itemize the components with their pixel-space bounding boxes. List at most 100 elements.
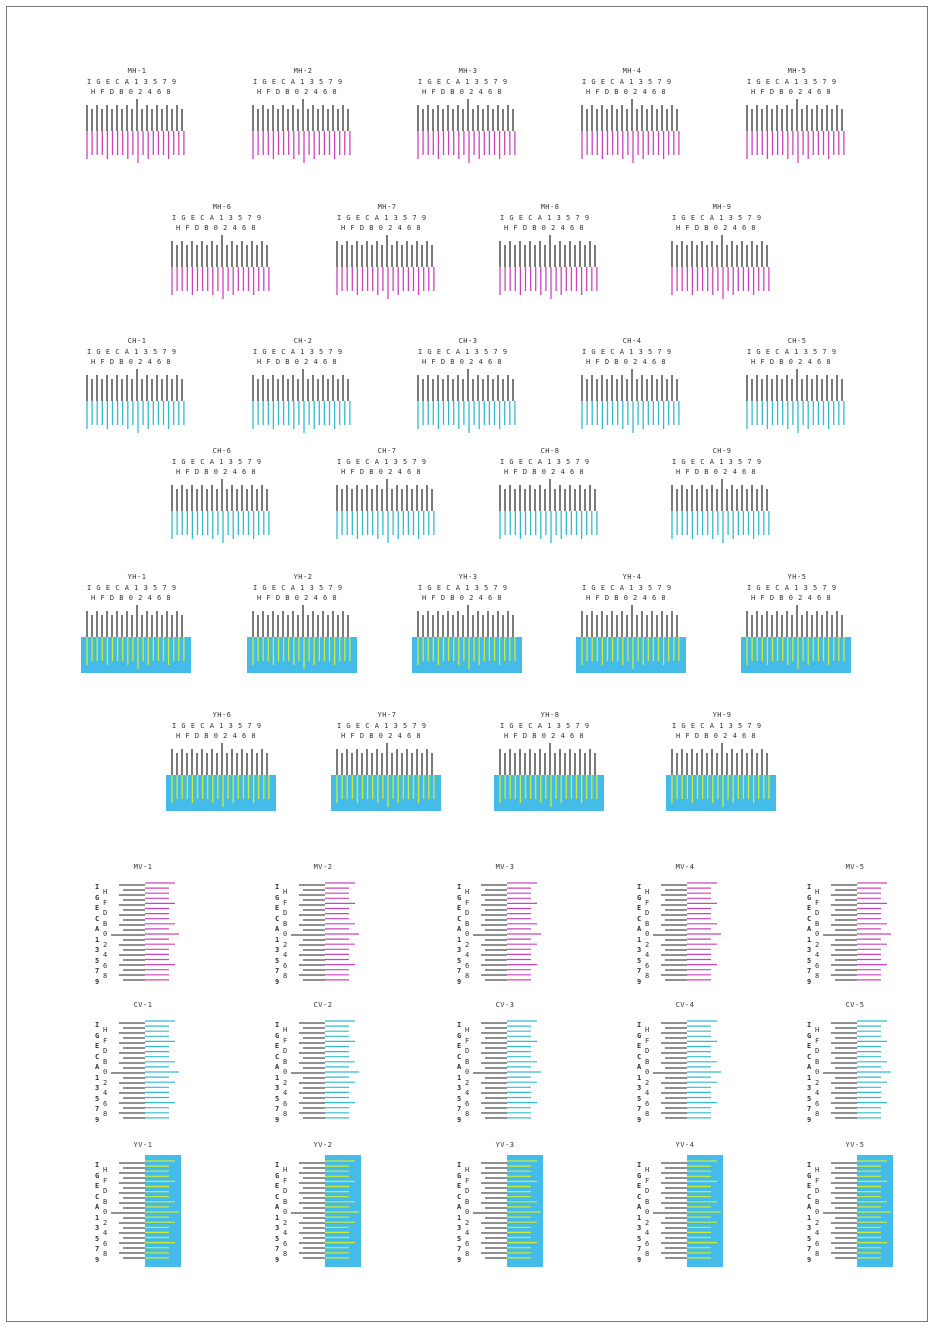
- scale-label-upper: I G E C A 1 3 5 7 9: [672, 722, 762, 730]
- scale-label-left: 1: [807, 1213, 812, 1222]
- scale-label-left: A: [807, 1063, 812, 1071]
- scale-label-right: 4: [645, 951, 650, 959]
- horizontal-pattern-lines: [412, 605, 522, 673]
- scale-label-left: A: [637, 1203, 642, 1211]
- horizontal-pattern-lines: [252, 369, 351, 433]
- scale-label-right: 8: [645, 1110, 650, 1118]
- scale-label-left: G: [457, 893, 462, 902]
- scale-label-left: 5: [95, 956, 100, 965]
- scale-label-left: C: [95, 914, 100, 923]
- scale-label-right: B: [283, 1057, 288, 1066]
- scale-label-right: 8: [103, 1110, 108, 1118]
- scale-label-left: 9: [275, 1255, 280, 1264]
- scale-label-right: 6: [103, 1239, 108, 1248]
- scale-label-upper: I G E C A 1 3 5 7 9: [337, 214, 427, 222]
- scale-label-left: 7: [95, 967, 100, 975]
- scale-label-upper: I G E C A 1 3 5 7 9: [172, 458, 262, 466]
- scale-label-left: A: [457, 925, 462, 933]
- scale-label-left: I: [807, 1021, 812, 1029]
- scale-label-left: 5: [807, 956, 812, 965]
- scale-label-right: 8: [815, 972, 820, 980]
- scale-label-left: 7: [95, 1105, 100, 1113]
- scale-label-right: D: [815, 1187, 820, 1195]
- scale-label-lower: H F D B 0 2 4 6 8: [586, 88, 667, 96]
- horizontal-pattern-lines: [171, 235, 270, 299]
- scale-label-left: 9: [807, 977, 812, 986]
- horizontal-pattern-lines: [252, 99, 351, 163]
- scale-label-left: 9: [807, 1255, 812, 1264]
- scale-label-left: 9: [95, 1255, 100, 1264]
- scale-label-lower: H F D B 0 2 4 6 8: [341, 732, 422, 740]
- scale-label-left: I: [275, 1161, 280, 1169]
- scale-label-left: 5: [637, 956, 642, 965]
- scale-label-right: 4: [815, 951, 820, 959]
- scale-label-right: B: [645, 919, 650, 928]
- scale-label-right: 8: [103, 972, 108, 980]
- vertical-pattern-lines: [111, 1020, 179, 1119]
- pattern-label: CH-5: [787, 337, 807, 345]
- scale-label-right: 4: [283, 1229, 288, 1237]
- scale-label-right: H: [103, 888, 108, 896]
- pattern-label: MV-3: [495, 863, 515, 871]
- scale-label-left: C: [275, 1192, 280, 1201]
- scale-label-right: 4: [465, 1089, 470, 1097]
- scale-label-right: B: [283, 919, 288, 928]
- scale-label-left: 1: [275, 1073, 280, 1082]
- scale-label-upper: I G E C A 1 3 5 7 9: [747, 348, 837, 356]
- scale-label-left: E: [807, 1042, 812, 1050]
- scale-label-right: 8: [815, 1110, 820, 1118]
- scale-label-right: 2: [815, 1078, 820, 1087]
- scale-label-right: F: [645, 898, 650, 907]
- scale-label-lower: H F D B 0 2 4 6 8: [176, 732, 257, 740]
- scale-label-right: 4: [465, 951, 470, 959]
- scale-label-right: 0: [645, 1068, 650, 1076]
- scale-label-upper: I G E C A 1 3 5 7 9: [500, 214, 590, 222]
- horizontal-pattern-lines: [581, 99, 680, 163]
- scale-label-left: 3: [457, 1084, 462, 1092]
- scale-label-lower: H F D B 0 2 4 6 8: [257, 88, 338, 96]
- scale-label-right: 8: [465, 1250, 470, 1258]
- horizontal-pattern-lines: [746, 99, 845, 163]
- scale-label-right: 2: [815, 940, 820, 949]
- scale-label-left: E: [95, 1182, 100, 1190]
- scale-label-left: 1: [457, 935, 462, 944]
- pattern-label: YH-4: [622, 573, 642, 581]
- scale-label-upper: I G E C A 1 3 5 7 9: [582, 78, 672, 86]
- scale-label-left: E: [457, 1182, 462, 1190]
- horizontal-pattern-lines: [86, 99, 185, 163]
- scale-label-left: 7: [457, 1245, 462, 1253]
- scale-label-left: I: [275, 883, 280, 891]
- vertical-pattern-yv-2: YV-2 I G E C A 1 3 5 7 9 H F D B 0 2 4 6 8: [273, 1141, 373, 1271]
- scale-label-left: C: [457, 1052, 462, 1061]
- scale-label-right: 4: [645, 1089, 650, 1097]
- vertical-pattern-cv-2: CV-2 I G E C A 1 3 5 7 9 H F D B 0 2 4 6 8: [273, 1001, 373, 1131]
- pattern-label: MH-1: [127, 67, 147, 75]
- scale-label-lower: H F D B 0 2 4 6 8: [257, 358, 338, 366]
- scale-label-lower: H F D B 0 2 4 6 8: [176, 468, 257, 476]
- horizontal-pattern-lines: [166, 743, 276, 811]
- scale-label-right: H: [645, 1026, 650, 1034]
- horizontal-pattern-ch-5: CH-5 I G E C A 1 3 5 7 9 H F D B 0 2 4 6 8: [741, 337, 853, 437]
- scale-label-left: 5: [457, 1234, 462, 1243]
- scale-label-left: 1: [637, 935, 642, 944]
- horizontal-pattern-lines: [417, 99, 516, 163]
- vertical-pattern-mv-3: MV-3 I G E C A 1 3 5 7 9 H F D B 0 2 4 6 8: [455, 863, 555, 993]
- pattern-label: MH-6: [212, 203, 232, 211]
- scale-label-left: G: [807, 893, 812, 902]
- pattern-label: CH-1: [127, 337, 147, 345]
- scale-label-left: 9: [457, 977, 462, 986]
- scale-label-right: 2: [103, 940, 108, 949]
- scale-label-upper: I G E C A 1 3 5 7 9: [582, 348, 672, 356]
- scale-label-right: 0: [103, 1208, 108, 1216]
- scale-label-right: 6: [645, 1099, 650, 1108]
- horizontal-pattern-ch-3: CH-3 I G E C A 1 3 5 7 9 H F D B 0 2 4 6 8: [412, 337, 524, 437]
- scale-label-right: 4: [465, 1229, 470, 1237]
- scale-label-lower: H F D B 0 2 4 6 8: [341, 468, 422, 476]
- scale-label-left: I: [457, 883, 462, 891]
- scale-label-left: E: [637, 1182, 642, 1190]
- scale-label-right: H: [815, 888, 820, 896]
- scale-label-left: 7: [807, 967, 812, 975]
- scale-label-left: 1: [637, 1213, 642, 1222]
- scale-label-right: D: [103, 1187, 108, 1195]
- pattern-label: MH-2: [293, 67, 313, 75]
